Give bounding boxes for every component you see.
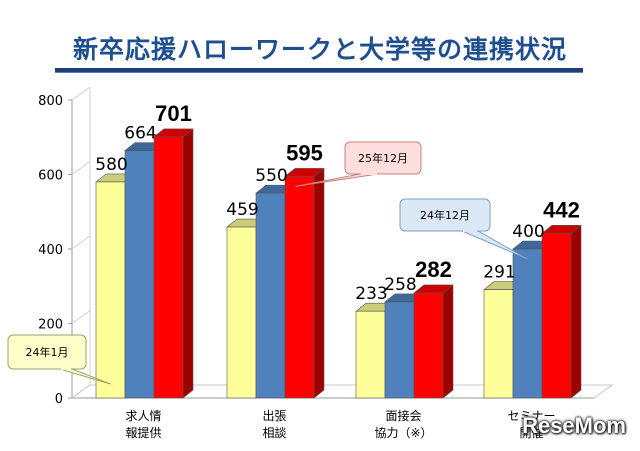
bar-side — [442, 284, 454, 399]
y-tick-label: 0 — [55, 392, 63, 407]
bar-value-label: 550 — [255, 166, 287, 186]
chart-title: 新卒応援ハローワークと大学等の連携状況 — [72, 35, 567, 64]
bar-front — [413, 292, 444, 399]
bar-front — [124, 150, 155, 399]
y-tick-depth — [71, 161, 91, 175]
bar — [413, 284, 454, 399]
category-label: 求人情報提供 — [125, 409, 161, 440]
bar — [284, 167, 325, 399]
bar-value-label: 580 — [95, 155, 127, 175]
bar-front — [541, 233, 572, 399]
bar-front — [355, 310, 386, 399]
bar-side — [570, 224, 582, 399]
bar-value-label: 282 — [415, 257, 452, 282]
category-label: 面接会協力（※） — [374, 408, 432, 440]
y-tick-depth — [71, 384, 91, 399]
callout: 25年12月 — [295, 141, 422, 187]
bar — [153, 128, 194, 399]
callout: 24年1月 — [7, 334, 111, 385]
y-tick-label: 800 — [38, 94, 63, 109]
bar-side — [313, 167, 325, 399]
y-tick-depth — [71, 235, 91, 250]
bar — [541, 224, 582, 399]
callout-box — [399, 198, 491, 232]
bar-front — [255, 192, 286, 399]
category-label: 出張相談 — [262, 409, 286, 440]
bar-front — [483, 289, 514, 399]
bar-value-label: 442 — [543, 197, 580, 222]
bar-front — [226, 226, 257, 399]
bar-value-label: 400 — [512, 222, 544, 242]
title-rule — [55, 68, 583, 72]
callout-text: 24年1月 — [26, 345, 69, 359]
bar-value-label: 291 — [483, 263, 515, 283]
bar-front — [284, 176, 315, 399]
bar-front — [95, 181, 126, 399]
watermark-logo: ReseMom — [522, 413, 626, 438]
bar-value-label: 233 — [355, 284, 387, 304]
callout-text: 24年12月 — [420, 208, 470, 222]
bar-value-label: 664 — [124, 124, 156, 144]
plot-frame: 0 200 400 600 800 — [38, 86, 614, 407]
callout-box — [7, 334, 87, 370]
category-label: セミナー開催 — [507, 409, 555, 440]
bar-value-label: 701 — [155, 101, 192, 126]
bar-front — [153, 136, 184, 399]
y-tick-label: 400 — [38, 243, 63, 258]
bar-front — [512, 248, 543, 399]
bar-side — [182, 128, 194, 399]
y-tick-depth — [71, 86, 91, 101]
y-tick-depth — [71, 310, 91, 324]
callout-box — [344, 141, 422, 175]
bars-layer — [95, 128, 582, 399]
bar-value-label: 595 — [286, 140, 323, 165]
callouts-layer: 24年1月 25年12月 24年12月 — [7, 141, 528, 385]
callout: 24年12月 — [399, 198, 528, 260]
bar-value-label: 459 — [226, 200, 258, 220]
bar-value-label: 258 — [384, 275, 416, 295]
bar-front — [384, 301, 415, 399]
y-tick-label: 200 — [38, 318, 63, 333]
y-tick-label: 600 — [38, 169, 63, 184]
callout-text: 25年12月 — [358, 151, 408, 165]
